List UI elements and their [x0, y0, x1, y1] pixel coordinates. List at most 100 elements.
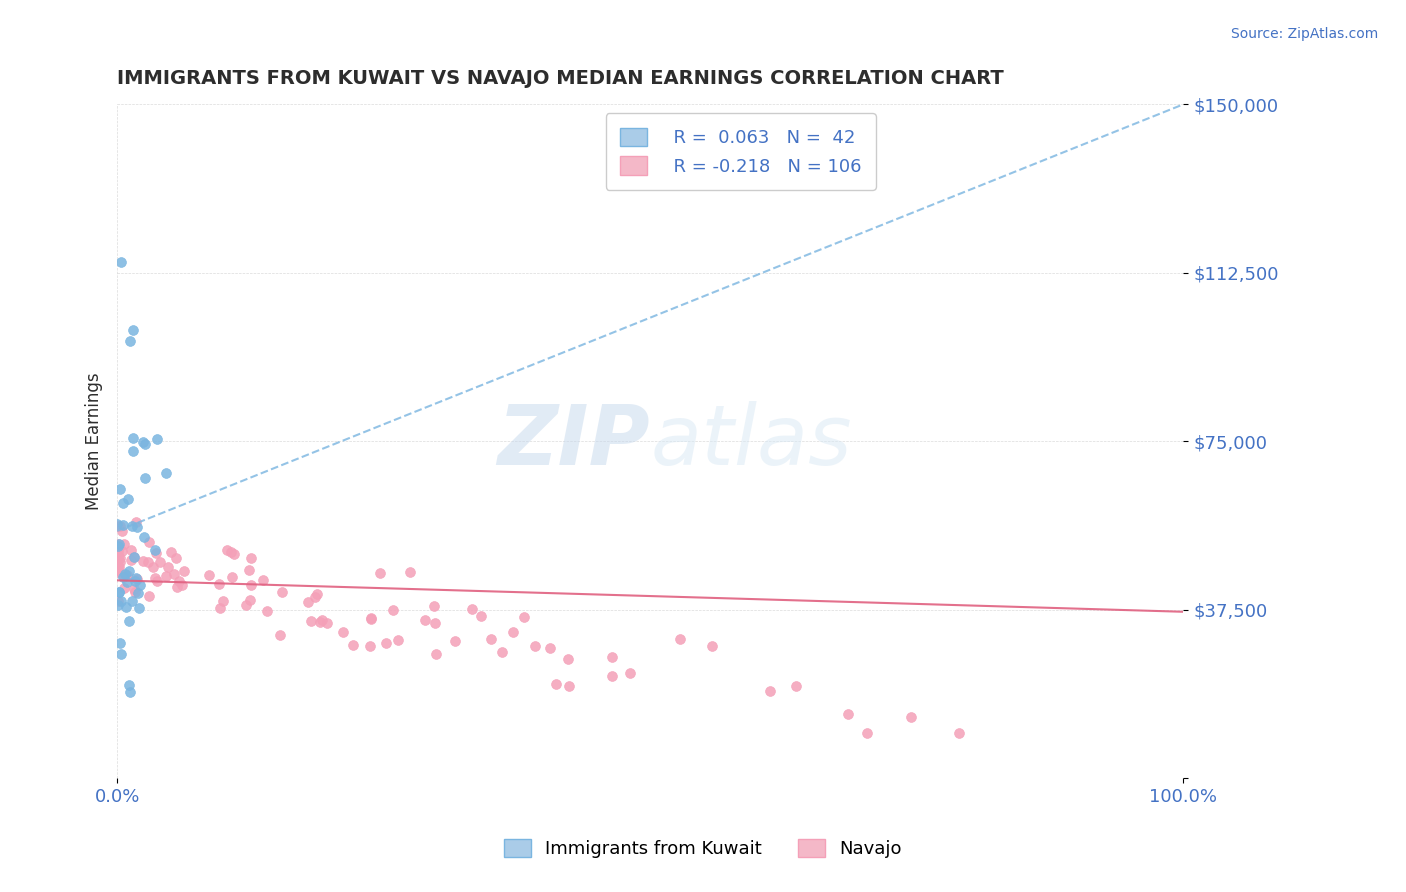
- Point: [165, 551, 187, 566]
- Point: [546, 677, 568, 691]
- Point: [124, 574, 146, 588]
- Point: [136, 555, 159, 569]
- Point: [127, 586, 149, 600]
- Point: [785, 679, 807, 693]
- Point: [108, 584, 131, 599]
- Point: [114, 567, 136, 582]
- Point: [112, 570, 135, 584]
- Point: [423, 616, 446, 631]
- Legend: Immigrants from Kuwait, Navajo: Immigrants from Kuwait, Navajo: [496, 831, 910, 865]
- Point: [112, 537, 135, 551]
- Point: [297, 595, 319, 609]
- Point: [669, 632, 692, 647]
- Point: [111, 518, 134, 533]
- Point: [134, 471, 156, 485]
- Point: [122, 323, 145, 337]
- Point: [132, 434, 155, 449]
- Point: [110, 593, 132, 607]
- Point: [759, 683, 782, 698]
- Point: [118, 334, 141, 349]
- Point: [107, 563, 129, 577]
- Point: [108, 541, 131, 555]
- Point: [129, 578, 152, 592]
- Legend:   R =  0.063   N =  42,   R = -0.218   N = 106: R = 0.063 N = 42, R = -0.218 N = 106: [606, 113, 876, 190]
- Point: [538, 640, 561, 655]
- Point: [413, 613, 436, 627]
- Point: [948, 726, 970, 740]
- Point: [425, 647, 447, 661]
- Point: [215, 542, 238, 557]
- Point: [107, 537, 129, 551]
- Point: [156, 559, 179, 574]
- Point: [155, 569, 177, 583]
- Point: [142, 560, 165, 574]
- Point: [221, 569, 243, 583]
- Point: [399, 565, 422, 579]
- Point: [118, 614, 141, 628]
- Point: [149, 555, 172, 569]
- Point: [125, 571, 148, 585]
- Point: [120, 553, 142, 567]
- Point: [115, 599, 138, 614]
- Point: [114, 569, 136, 583]
- Point: [557, 679, 579, 693]
- Point: [166, 580, 188, 594]
- Point: [112, 581, 135, 595]
- Point: [128, 600, 150, 615]
- Point: [856, 726, 879, 740]
- Point: [127, 572, 149, 586]
- Point: [143, 571, 166, 585]
- Point: [108, 482, 131, 496]
- Y-axis label: Median Earnings: Median Earnings: [86, 372, 103, 510]
- Point: [111, 496, 134, 510]
- Point: [117, 492, 139, 507]
- Point: [479, 632, 502, 646]
- Point: [118, 564, 141, 578]
- Point: [304, 590, 326, 604]
- Point: [269, 627, 291, 641]
- Point: [107, 585, 129, 599]
- Point: [145, 543, 167, 558]
- Point: [122, 431, 145, 445]
- Point: [163, 566, 186, 581]
- Point: [132, 530, 155, 544]
- Point: [423, 599, 446, 613]
- Point: [118, 678, 141, 692]
- Point: [118, 684, 141, 698]
- Point: [316, 615, 339, 630]
- Point: [107, 545, 129, 559]
- Text: Source: ZipAtlas.com: Source: ZipAtlas.com: [1230, 27, 1378, 41]
- Point: [107, 537, 129, 551]
- Point: [107, 594, 129, 608]
- Point: [513, 610, 536, 624]
- Point: [382, 603, 405, 617]
- Point: [360, 612, 382, 626]
- Point: [124, 584, 146, 599]
- Point: [332, 624, 354, 639]
- Point: [107, 565, 129, 579]
- Point: [159, 545, 181, 559]
- Point: [239, 593, 262, 607]
- Point: [461, 602, 484, 616]
- Point: [125, 515, 148, 529]
- Point: [121, 443, 143, 458]
- Point: [240, 551, 263, 566]
- Point: [107, 598, 129, 612]
- Point: [197, 568, 219, 582]
- Point: [120, 542, 142, 557]
- Point: [502, 624, 524, 639]
- Point: [342, 638, 364, 652]
- Point: [105, 517, 128, 532]
- Point: [239, 578, 262, 592]
- Point: [138, 590, 160, 604]
- Point: [600, 650, 623, 665]
- Point: [900, 710, 922, 724]
- Point: [122, 582, 145, 597]
- Point: [309, 615, 332, 629]
- Point: [110, 647, 132, 661]
- Point: [115, 568, 138, 582]
- Point: [138, 535, 160, 549]
- Point: [837, 706, 859, 721]
- Point: [470, 609, 492, 624]
- Point: [107, 518, 129, 533]
